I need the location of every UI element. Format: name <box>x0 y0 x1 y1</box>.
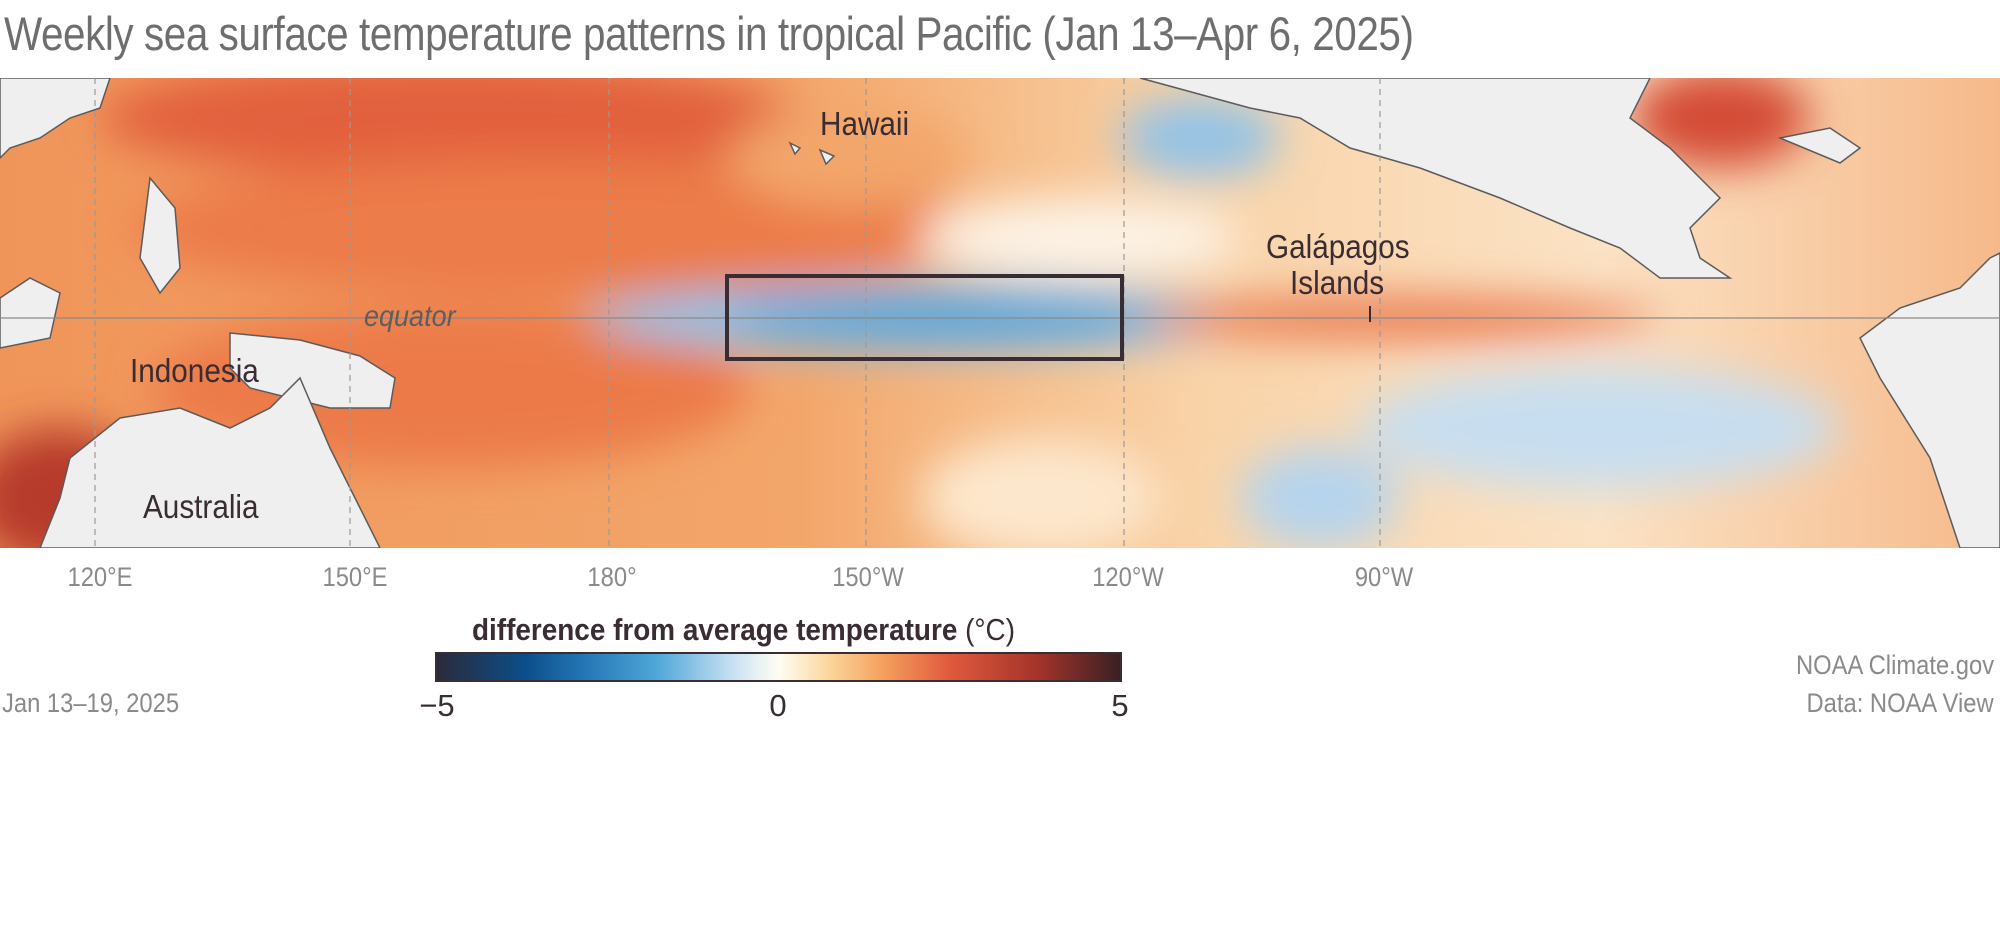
nino34-box <box>725 274 1124 361</box>
credit: NOAA Climate.gov <box>1795 650 1994 680</box>
land-new-guinea <box>229 332 396 409</box>
date-label: Jan 13–19, 2025 <box>2 688 180 718</box>
land-australia <box>39 376 381 548</box>
tick-120w: 120°W <box>1092 562 1164 592</box>
legend-title: difference from average temperature (°C) <box>472 612 1015 648</box>
land-borneo <box>0 277 61 349</box>
sst-anomaly-map <box>0 78 2000 548</box>
land-caribbean <box>1777 127 1862 164</box>
colorbar-max: 5 <box>1111 688 1129 723</box>
label-indonesia: Indonesia <box>130 352 259 389</box>
land <box>0 78 2000 548</box>
land-philippines <box>139 176 181 295</box>
label-galapagos-1: Galápagos <box>1266 228 1410 265</box>
tick-180: 180° <box>587 562 637 592</box>
colorbar-min: −5 <box>419 688 455 723</box>
label-australia: Australia <box>143 488 259 525</box>
data-source: Data: NOAA View <box>1806 688 1994 718</box>
legend-unit: (°C) <box>965 612 1015 647</box>
land-south-america <box>1859 252 2000 548</box>
tick-120e: 120°E <box>67 562 133 592</box>
land-asia <box>0 78 111 160</box>
anomaly-field <box>0 78 1840 548</box>
colorbar-mid: 0 <box>769 688 787 723</box>
tick-150w: 150°W <box>832 562 904 592</box>
map-title: Weekly sea surface temperature patterns … <box>4 7 1414 60</box>
tick-150e: 150°E <box>322 562 388 592</box>
land-hawaii <box>788 141 836 166</box>
colorbar <box>435 652 1122 682</box>
tick-90w: 90°W <box>1354 562 1414 592</box>
label-equator: equator <box>364 300 456 333</box>
land-north-america <box>1139 78 1733 279</box>
legend-title-text: difference from average temperature <box>472 612 958 647</box>
label-galapagos-2: Islands <box>1290 264 1385 301</box>
label-hawaii: Hawaii <box>820 105 910 142</box>
